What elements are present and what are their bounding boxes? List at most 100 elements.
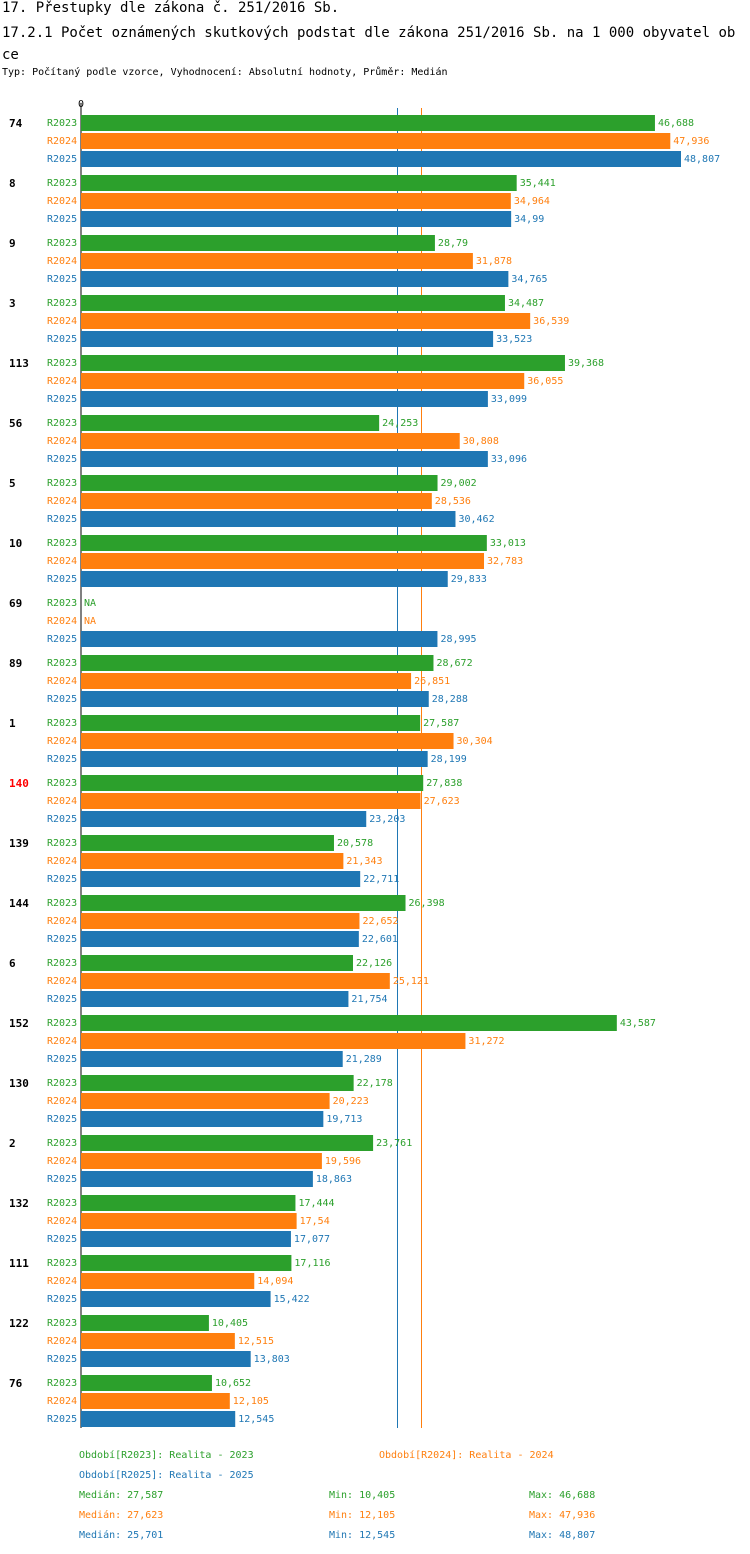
series-label: R2025 [47, 274, 77, 285]
bar [81, 175, 517, 191]
category-label: 3 [9, 297, 16, 310]
bar [81, 1375, 212, 1391]
bar [81, 871, 361, 887]
series-label: R2025 [47, 934, 77, 945]
bar [81, 1315, 209, 1331]
series-label: R2023 [47, 538, 77, 549]
category-label: 152 [9, 1017, 29, 1030]
series-label: R2023 [47, 718, 77, 729]
bar-value-label: 27,623 [424, 796, 460, 807]
bar [81, 631, 438, 647]
bar [81, 913, 360, 929]
bar-value-label: 30,304 [457, 736, 493, 747]
bar-value-label: 26,398 [409, 898, 445, 909]
bar-value-label: 43,587 [620, 1018, 656, 1029]
stat-min: Min: 12,105 [329, 1510, 396, 1521]
bar [81, 1015, 617, 1031]
category-label: 10 [9, 537, 22, 550]
chart-title: 17. Přestupky dle zákona č. 251/2016 Sb. [2, 0, 340, 16]
bar-value-label: 36,055 [527, 376, 563, 387]
bar [81, 211, 512, 227]
bar [81, 391, 488, 407]
chart-subtitle: 17.2.1 Počet oznámených skutkových podst… [2, 25, 736, 63]
bar [81, 571, 448, 587]
bar [81, 1153, 322, 1169]
bar [81, 1291, 271, 1307]
series-label: R2025 [47, 1294, 77, 1305]
bar-value-label: 34,765 [511, 274, 547, 285]
bar [81, 1135, 374, 1151]
bar [81, 535, 487, 551]
bar [81, 1093, 330, 1109]
bar [81, 1411, 236, 1427]
series-label: R2023 [47, 1138, 77, 1149]
bar-value-label: 47,936 [673, 136, 709, 147]
bar [81, 853, 344, 869]
bar-value-label: 21,289 [346, 1054, 382, 1065]
bar [81, 1231, 291, 1247]
bar-value-label: 17,54 [300, 1216, 330, 1227]
category-label: 8 [9, 177, 16, 190]
series-label: R2025 [47, 694, 77, 705]
bar-value-label: 17,116 [294, 1258, 330, 1269]
bar [81, 973, 390, 989]
bar-value-label: 27,838 [426, 778, 462, 789]
series-label: R2024 [47, 436, 77, 447]
stat-median: Medián: 27,623 [79, 1510, 164, 1521]
bar [81, 433, 460, 449]
series-label: R2024 [47, 1156, 77, 1167]
bar [81, 373, 525, 389]
series-label: R2024 [47, 1276, 77, 1287]
bar-value-label: 26,851 [414, 676, 450, 687]
series-label: R2025 [47, 754, 77, 765]
category-label: 140 [9, 777, 29, 790]
category-label: 144 [9, 897, 29, 910]
bar-value-label: 34,99 [514, 214, 544, 225]
series-label: R2025 [47, 1114, 77, 1125]
series-label: R2023 [47, 778, 77, 789]
bar [81, 253, 473, 269]
bar [81, 271, 509, 287]
bar [81, 991, 349, 1007]
bar-value-label: 29,002 [441, 478, 477, 489]
bar-value-label: 17,077 [294, 1234, 330, 1245]
bar [81, 1213, 297, 1229]
bar [81, 931, 359, 947]
series-label: R2024 [47, 136, 77, 147]
series-label: R2023 [47, 1318, 77, 1329]
bar-value-label: 28,288 [432, 694, 468, 705]
category-label: 9 [9, 237, 16, 250]
category-label: 122 [9, 1317, 29, 1330]
series-label: R2023 [47, 238, 77, 249]
bar-value-label: 19,713 [326, 1114, 362, 1125]
series-label: R2023 [47, 478, 77, 489]
stat-max: Max: 47,936 [529, 1510, 596, 1521]
bar [81, 1393, 230, 1409]
bar-value-label: 46,688 [658, 118, 694, 129]
bar [81, 733, 454, 749]
bar-value-label: NA [84, 598, 96, 609]
series-label: R2024 [47, 916, 77, 927]
bar-value-label: 39,368 [568, 358, 604, 369]
bar-value-label: 32,783 [487, 556, 523, 567]
bar [81, 655, 434, 671]
series-label: R2023 [47, 298, 77, 309]
bar-value-label: 22,652 [362, 916, 398, 927]
bar-value-label: 35,441 [520, 178, 556, 189]
series-label: R2023 [47, 418, 77, 429]
bar [81, 235, 435, 251]
series-label: R2024 [47, 556, 77, 567]
series-label: R2024 [47, 856, 77, 867]
legend-item-r2023: Období[R2023]: Realita - 2023 [79, 1450, 254, 1461]
bar [81, 151, 681, 167]
bar-chart: 0 74 R2023 46,688 R2024 47,936 R2025 48,807 8 R20… [9, 99, 720, 1428]
series-label: R2025 [47, 1174, 77, 1185]
bar-value-label: 28,79 [438, 238, 468, 249]
category-label: 5 [9, 477, 16, 490]
bar-value-label: 14,094 [257, 1276, 293, 1287]
series-label: R2023 [47, 1078, 77, 1089]
series-label: R2023 [47, 1378, 77, 1389]
bar-value-label: 10,405 [212, 1318, 248, 1329]
bar-value-label: 12,105 [233, 1396, 269, 1407]
series-label: R2024 [47, 976, 77, 987]
